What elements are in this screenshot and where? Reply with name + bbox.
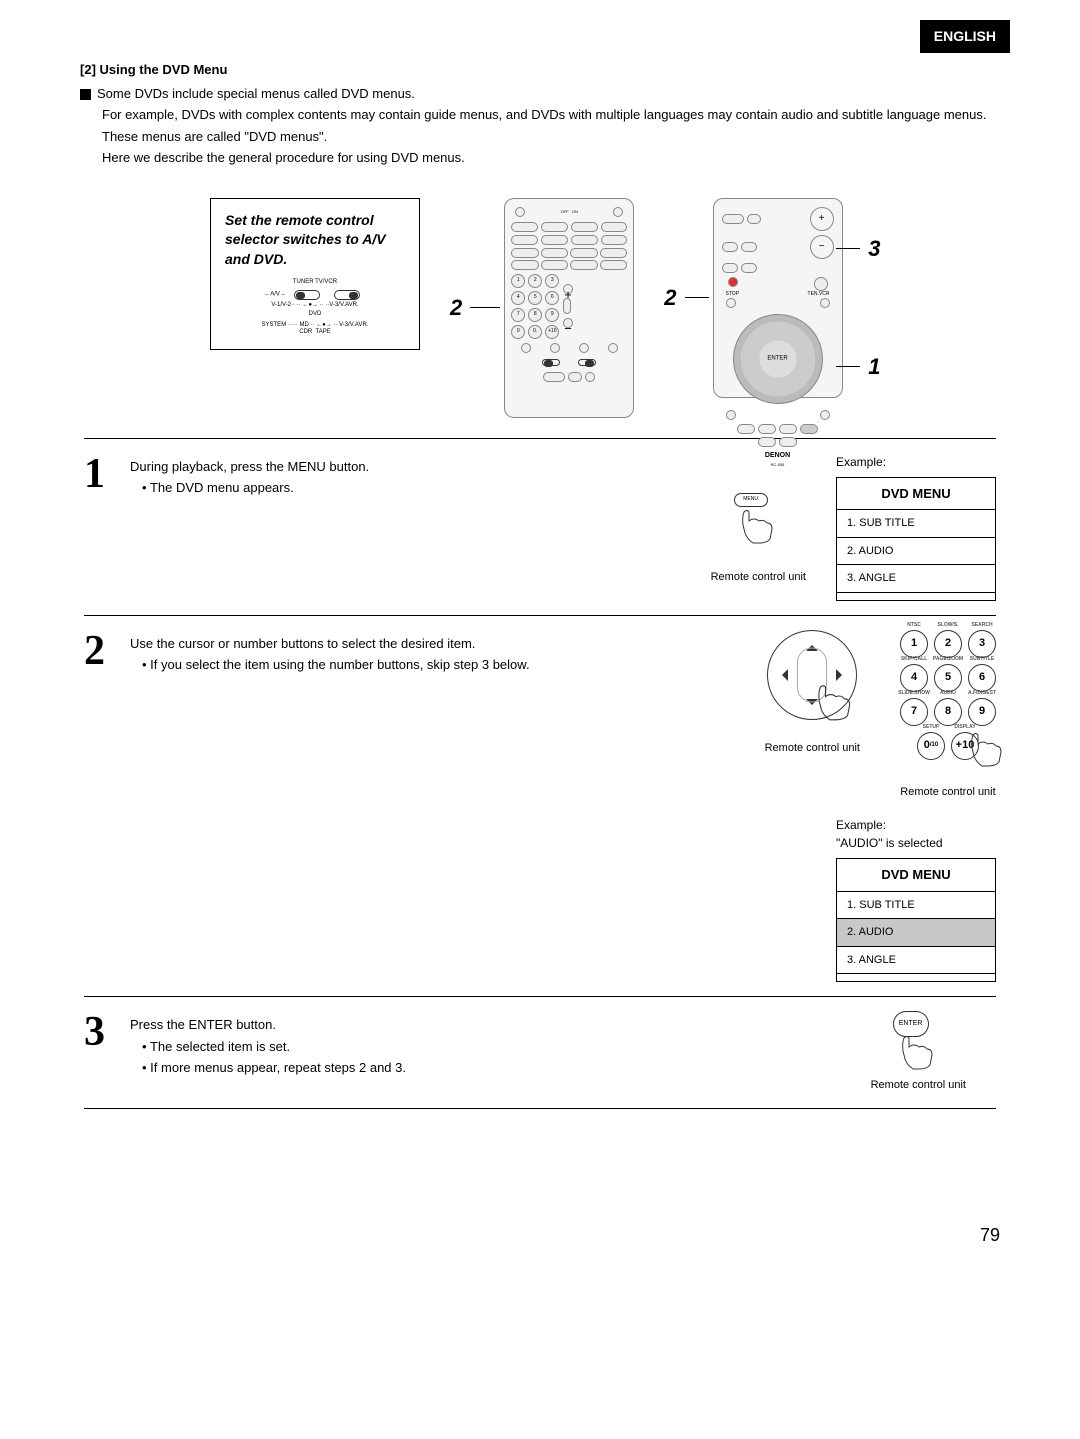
intro-line4: Here we describe the general procedure f… — [102, 148, 1000, 168]
step-2-rcu-caption2: Remote control unit — [900, 784, 996, 801]
dvd-menu-box-2: DVD MENU 1. SUB TITLE 2. AUDIO 3. ANGLE — [836, 858, 996, 982]
switch-label-left: ←A/V→ — [264, 292, 286, 298]
step-2-example-label: Example: "AUDIO" is selected — [836, 816, 996, 852]
step-2-rcu-caption: Remote control unit — [765, 740, 860, 757]
switch-label-right: V-1/V-2·· ·· ←●→ ·· ··V-3/V.AVR. DVD — [271, 302, 358, 317]
step-2-bullet: • If you select the item using the numbe… — [142, 655, 560, 675]
numpad-icon: NTSC1 SLOW/S.2 SEARCH3 SKIP/CALL4 PAGE/Z… — [900, 630, 996, 760]
switch-icon-left — [294, 290, 320, 300]
step-1-number: 1 — [84, 453, 130, 601]
remote-detail-diagram: + − — [713, 198, 843, 398]
menu1-item2: 2. AUDIO — [837, 537, 995, 565]
switch-label-top: TUNER TV/VCR — [225, 279, 405, 286]
language-tab: ENGLISH — [920, 20, 1010, 53]
step-2-number: 2 — [84, 630, 130, 983]
callout-2-left: 2 — [450, 291, 462, 324]
step-2: 2 Use the cursor or number buttons to se… — [84, 615, 996, 997]
switch-icon-right — [334, 290, 360, 300]
intro-line1: Some DVDs include special menus called D… — [97, 86, 415, 101]
step-3-bullet2: • If more menus appear, repeat steps 2 a… — [142, 1058, 560, 1078]
section-header: [2] Using the DVD Menu — [80, 60, 1000, 80]
remote-full-diagram: OFF ON 123 456 789 — [504, 198, 634, 418]
menu2-title: DVD MENU — [837, 859, 995, 891]
control-wheel-icon: ENTER — [733, 314, 823, 404]
instruction-text: Set the remote control selector switches… — [225, 211, 405, 270]
step-3-number: 3 — [84, 1011, 130, 1094]
enter-button-press-icon: ENTER — [871, 1011, 951, 1071]
step-1-text: During playback, press the MENU button. — [130, 457, 560, 477]
dvd-menu-box-1: DVD MENU 1. SUB TITLE 2. AUDIO 3. ANGLE — [836, 477, 996, 601]
menu1-item3: 3. ANGLE — [837, 564, 995, 592]
menu1-title: DVD MENU — [837, 478, 995, 510]
instruction-box: Set the remote control selector switches… — [210, 198, 420, 350]
brand-label: DENON — [722, 451, 834, 462]
intro-line3: These menus are called "DVD menus". — [102, 127, 1000, 147]
menu-button-press-icon: MENU — [711, 493, 791, 563]
callout-3: 3 — [868, 232, 880, 265]
callout-1: 1 — [868, 350, 880, 383]
callout-2-right: 2 — [664, 281, 676, 314]
step-3-bullet1: • The selected item is set. — [142, 1037, 560, 1057]
dpad-press-icon — [765, 630, 860, 720]
page-number: 79 — [980, 1222, 1000, 1249]
step-1-example-label: Example: — [836, 453, 996, 471]
step-1: 1 During playback, press the MENU button… — [84, 438, 996, 615]
bullet-square-icon — [80, 89, 91, 100]
section-number: [2] — [80, 60, 96, 80]
menu2-item3: 3. ANGLE — [837, 946, 995, 974]
step-3-text: Press the ENTER button. — [130, 1015, 560, 1035]
step-1-bullet: • The DVD menu appears. — [142, 478, 560, 498]
diagram-row: Set the remote control selector switches… — [210, 198, 1000, 418]
intro-block: Some DVDs include special menus called D… — [80, 84, 1000, 168]
step-2-text: Use the cursor or number buttons to sele… — [130, 634, 560, 654]
menu2-item2-selected: 2. AUDIO — [837, 918, 995, 946]
step-1-rcu-caption: Remote control unit — [711, 569, 806, 586]
intro-line2: For example, DVDs with complex contents … — [102, 105, 1000, 125]
step-3-rcu-caption: Remote control unit — [871, 1077, 966, 1094]
model-label: RC-936 — [722, 462, 834, 468]
section-title: Using the DVD Menu — [100, 62, 228, 77]
menu1-item1: 1. SUB TITLE — [837, 509, 995, 537]
menu2-item1: 1. SUB TITLE — [837, 891, 995, 919]
step-3: 3 Press the ENTER button. • The selected… — [84, 996, 996, 1109]
switch-label-bottom: SYSTEM ····· MD ·· ←●→ ·· V-3/V.AVR. CDR… — [225, 322, 405, 336]
